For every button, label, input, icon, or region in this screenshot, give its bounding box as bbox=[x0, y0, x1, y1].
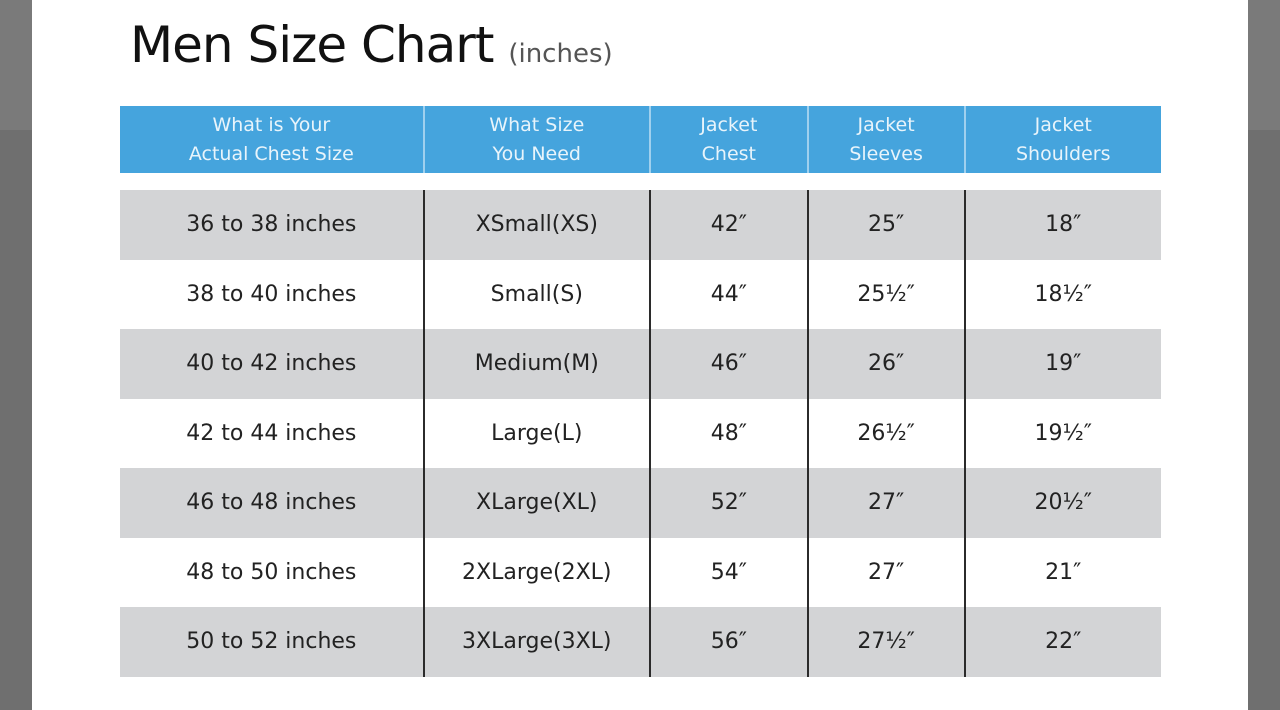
table-cell: 36 to 38 inches bbox=[120, 190, 425, 260]
table-cell: 42 to 44 inches bbox=[120, 398, 425, 468]
table-row: 36 to 38 inches XSmall(XS) 42″ 25″ 18″ bbox=[120, 190, 1161, 260]
table-cell: 48″ bbox=[651, 398, 809, 468]
table-cell: 26″ bbox=[809, 329, 966, 399]
table-row: 48 to 50 inches 2XLarge(2XL) 54″ 27″ 21″ bbox=[120, 537, 1161, 607]
table-cell: 27½″ bbox=[809, 607, 966, 677]
table-cell: 18″ bbox=[1045, 212, 1082, 238]
table-row: 42 to 44 inches Large(L) 48″ 26½″ 19½″ bbox=[120, 398, 1161, 468]
table-cell: 25½″ bbox=[809, 259, 966, 329]
table-cell: 38 to 40 inches bbox=[120, 259, 425, 329]
table-cell: 21″ bbox=[1045, 559, 1082, 585]
table-cell: 56″ bbox=[651, 607, 809, 677]
table-cell: 50 to 52 inches bbox=[120, 607, 425, 677]
table-cell: 27″ bbox=[809, 537, 966, 607]
column-header: What Size You Need bbox=[425, 106, 651, 173]
title-text: Men Size Chart bbox=[130, 16, 494, 74]
table-cell: 52″ bbox=[651, 468, 809, 538]
title-unit: (inches) bbox=[508, 39, 613, 69]
table-row: 46 to 48 inches XLarge(XL) 52″ 27″ 20½″ bbox=[120, 468, 1161, 538]
column-header: What is Your Actual Chest Size bbox=[120, 106, 425, 173]
image-viewer-panel: Men Size Chart (inches) What is Your Act… bbox=[32, 0, 1248, 710]
table-cell: XLarge(XL) bbox=[425, 468, 651, 538]
table-cell: 42″ bbox=[651, 190, 809, 260]
table-cell: 40 to 42 inches bbox=[120, 329, 425, 399]
table-cell: 26½″ bbox=[809, 398, 966, 468]
table-cell: 54″ bbox=[651, 537, 809, 607]
table-cell: 19½″ bbox=[1034, 420, 1093, 446]
table-cell: 44″ bbox=[651, 259, 809, 329]
table-cell: 2XLarge(2XL) bbox=[425, 537, 651, 607]
table-cell: 46″ bbox=[651, 329, 809, 399]
table-cell: 46 to 48 inches bbox=[120, 468, 425, 538]
table-cell: Large(L) bbox=[425, 398, 651, 468]
table-cell: 22″ bbox=[1045, 629, 1082, 655]
table-cell: 25″ bbox=[809, 190, 966, 260]
table-cell: Medium(M) bbox=[425, 329, 651, 399]
table-cell: 19″ bbox=[1045, 351, 1082, 377]
table-row: 38 to 40 inches Small(S) 44″ 25½″ 18½″ bbox=[120, 259, 1161, 329]
table-cell: XSmall(XS) bbox=[425, 190, 651, 260]
table-cell: 20½″ bbox=[1034, 490, 1093, 516]
table-cell: Small(S) bbox=[425, 259, 651, 329]
size-table: What is Your Actual Chest Size What Size … bbox=[120, 106, 1161, 677]
table-cell: 48 to 50 inches bbox=[120, 537, 425, 607]
page-title: Men Size Chart (inches) bbox=[130, 16, 613, 74]
table-row: 50 to 52 inches 3XLarge(3XL) 56″ 27½″ 22″ bbox=[120, 607, 1161, 677]
column-header: Jacket Chest bbox=[651, 106, 809, 173]
table-cell: 27″ bbox=[809, 468, 966, 538]
column-header: Jacket Sleeves bbox=[809, 106, 966, 173]
table-body: 36 to 38 inches XSmall(XS) 42″ 25″ 18″ 38 to … bbox=[120, 190, 1161, 677]
table-row: 40 to 42 inches Medium(M) 46″ 26″ 19″ bbox=[120, 329, 1161, 399]
table-cell: 3XLarge(3XL) bbox=[425, 607, 651, 677]
column-header: Jacket Shoulders bbox=[1016, 113, 1111, 165]
table-header: What is Your Actual Chest Size What Size … bbox=[120, 106, 1161, 173]
table-cell: 18½″ bbox=[1034, 281, 1093, 307]
